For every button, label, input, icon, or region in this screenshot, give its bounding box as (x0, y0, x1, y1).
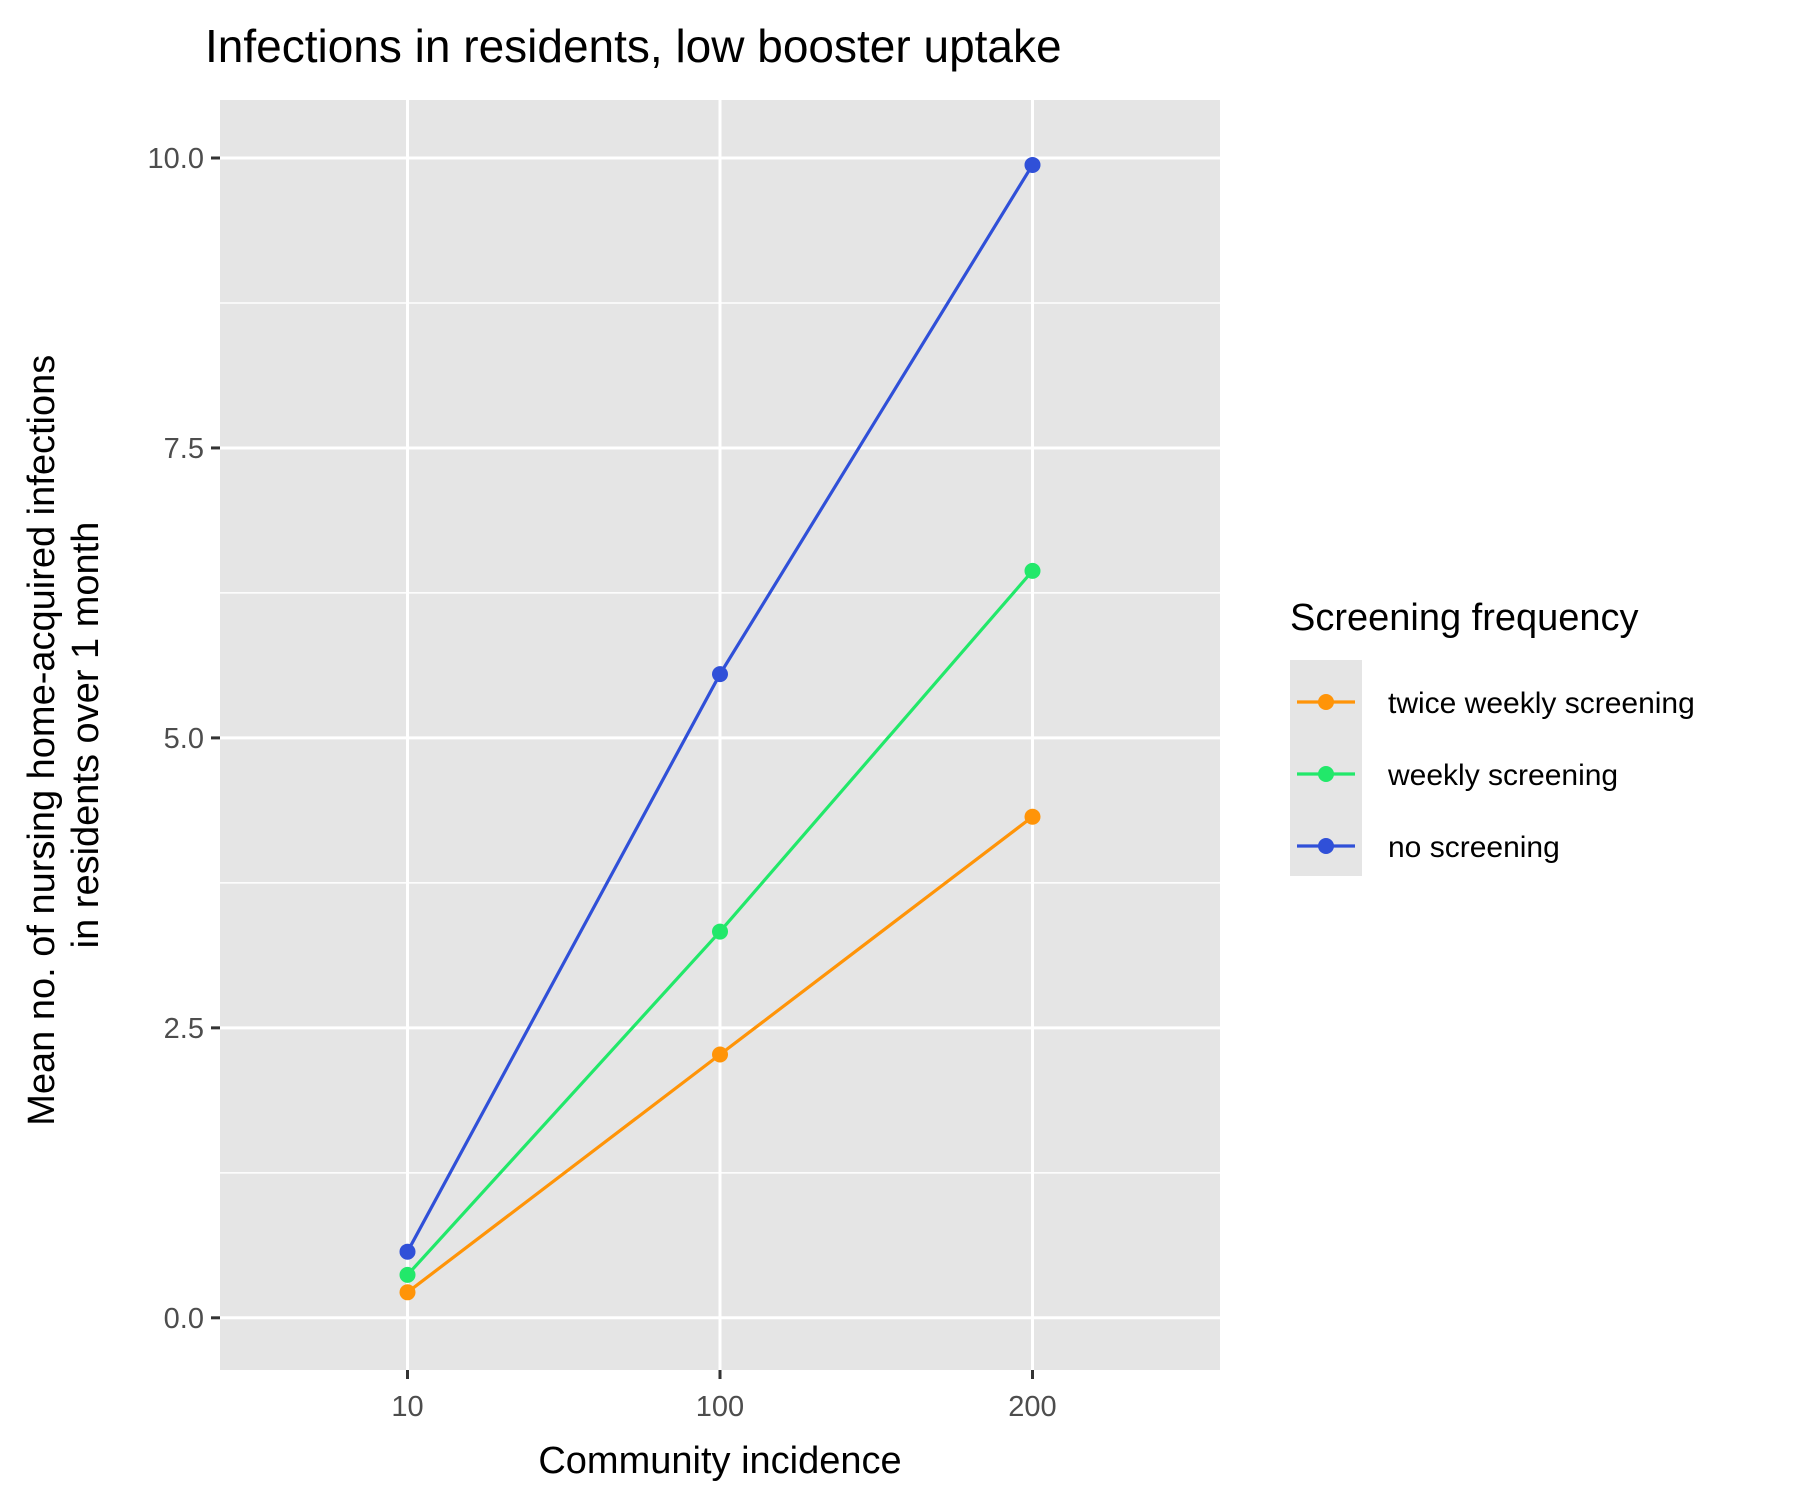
x-axis-title: Community incidence (538, 1440, 901, 1482)
y-tick-label: 7.5 (164, 433, 204, 465)
y-axis-title-line-2: in residents over 1 month (65, 522, 107, 949)
series-points (399, 156, 1041, 1301)
data-point-series-3 (1024, 156, 1041, 173)
y-axis-title-line-1: Mean no. of nursing home-acquired infect… (21, 355, 63, 1126)
y-axis-title: Mean no. of nursing home-acquired infect… (21, 344, 107, 1126)
x-tick-label: 10 (391, 1391, 423, 1423)
y-tick-label: 10.0 (148, 143, 204, 175)
data-point-series-1 (399, 1284, 416, 1301)
legend-item-label: no screening (1388, 831, 1560, 864)
data-point-series-2 (399, 1266, 416, 1283)
data-point-series-3 (712, 666, 728, 683)
legend: Screening frequency twice weekly screeni… (1290, 597, 1695, 876)
legend-item-label: twice weekly screening (1388, 687, 1695, 720)
x-tick-label: 100 (696, 1391, 744, 1423)
data-point-series-2 (712, 923, 728, 940)
data-point-series-3 (399, 1243, 416, 1260)
data-point-series-1 (1024, 808, 1041, 825)
legend-key-point (1318, 694, 1334, 710)
legend-title: Screening frequency (1290, 597, 1639, 639)
y-axis-ticks: 0.0 2.5 5.0 7.5 10.0 (148, 143, 220, 1335)
data-point-series-2 (1024, 562, 1041, 579)
y-tick-label: 2.5 (164, 1013, 204, 1045)
legend-item-label: weekly screening (1387, 759, 1618, 792)
y-tick-label: 0.0 (164, 1303, 204, 1335)
x-tick-label: 200 (1008, 1391, 1056, 1423)
legend-key-point (1318, 766, 1334, 782)
chart-title: Infections in residents, low booster upt… (205, 20, 1062, 72)
data-point-series-1 (712, 1046, 728, 1063)
legend-key-point (1318, 838, 1334, 854)
x-axis-ticks: 10 100 200 (391, 1370, 1057, 1423)
major-gridlines (220, 100, 1220, 1370)
y-tick-label: 5.0 (164, 723, 204, 755)
